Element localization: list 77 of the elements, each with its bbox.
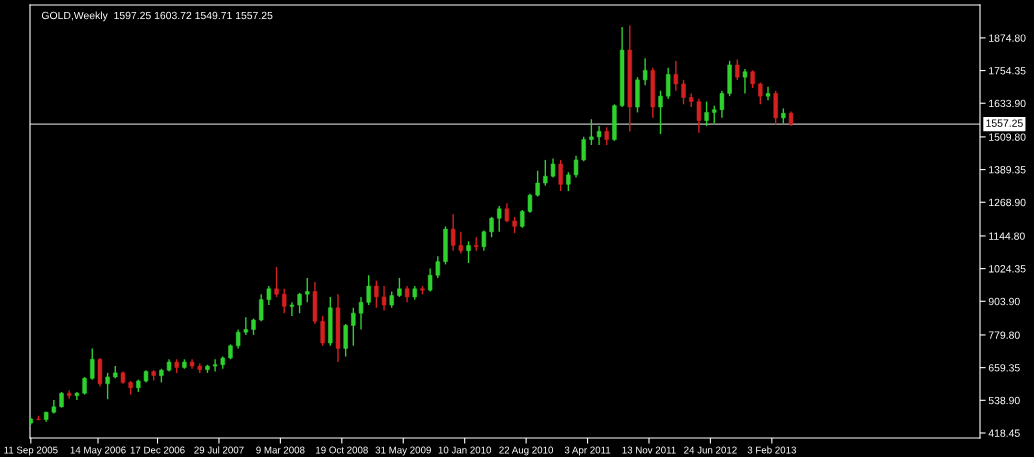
candlestick: [351, 307, 356, 347]
candlestick: [381, 285, 387, 312]
candlestick: [343, 323, 348, 358]
y-tick-label: 659.35: [988, 364, 1020, 372]
x-tick-label: 3 Apr 2011: [564, 446, 611, 456]
candlestick: [212, 358, 218, 373]
candlestick: [550, 157, 556, 179]
candlestick: [74, 391, 80, 401]
y-tick-label: 903.90: [988, 297, 1020, 306]
x-tick-label: 3 Feb 2013: [747, 446, 797, 454]
candlestick: [274, 266, 279, 298]
candlestick: [665, 66, 671, 100]
y-tick-label: 538.90: [988, 396, 1020, 405]
y-tick-label: 418.45: [988, 429, 1020, 437]
y-tick-label: 1389.35: [989, 166, 1026, 174]
ref-line-label: 1557.25: [986, 119, 1023, 127]
candlestick: [305, 277, 310, 304]
x-tick-label: 19 Oct 2008: [316, 446, 368, 454]
candlestick: [735, 58, 740, 81]
candlestick: [765, 85, 771, 101]
candlestick: [458, 231, 464, 255]
y-tick-label: 1509.80: [989, 133, 1026, 141]
candlestick: [90, 347, 95, 381]
candlestick: [289, 301, 295, 317]
x-tick-label: 17 Dec 2006: [130, 446, 185, 454]
candlestick: [297, 292, 302, 314]
candlestick: [481, 229, 487, 252]
candlestick: [535, 170, 540, 198]
candlestick: [320, 315, 325, 347]
candlestick: [466, 240, 471, 264]
y-tick-label: 1874.80: [989, 34, 1026, 42]
candlestick: [558, 159, 563, 192]
candlestick: [258, 293, 264, 323]
candlestick: [366, 274, 371, 306]
candlestick: [573, 155, 579, 179]
candlestick: [696, 98, 702, 134]
candlestick: [266, 285, 272, 306]
candlestick: [673, 60, 679, 92]
y-tick-label: 1024.35: [989, 265, 1026, 273]
y-tick-label: 779.80: [988, 331, 1020, 339]
x-tick-label: 22 Aug 2010: [499, 446, 554, 456]
candlestick: [243, 316, 249, 336]
candlestick: [450, 213, 456, 252]
x-tick-label: 31 May 2009: [375, 446, 431, 456]
x-tick-label: 9 Mar 2008: [256, 446, 305, 454]
candlestick: [282, 288, 287, 314]
candlestick: [527, 193, 533, 214]
x-tick-label: 10 Jan 2010: [438, 446, 492, 454]
candlestick: [581, 136, 586, 162]
candlestick: [497, 205, 502, 233]
candlestick: [374, 279, 379, 309]
y-tick-label: 1144.80: [989, 232, 1025, 240]
x-tick-label: 11 Sep 2005: [4, 446, 58, 456]
y-tick-label: 1268.90: [989, 198, 1026, 207]
x-tick-label: 14 May 2006: [70, 446, 126, 456]
x-tick-label: 24 Jun 2012: [684, 446, 737, 454]
candlestick: [658, 90, 663, 135]
x-tick-label: 29 Jul 2007: [194, 446, 244, 454]
candlestick: [235, 328, 241, 350]
candlestick: [566, 171, 571, 192]
y-tick-label: 1754.35: [989, 67, 1026, 75]
y-tick-label: 1633.90: [989, 99, 1026, 108]
candlestick: [642, 57, 648, 87]
candlestick: [358, 296, 364, 331]
candlestick: [435, 255, 441, 279]
candlestick: [543, 159, 548, 187]
candlestick: [397, 277, 402, 298]
candlestick: [489, 216, 494, 238]
candlestick: [105, 372, 110, 400]
candlestick: [719, 90, 725, 119]
candlestick: [596, 125, 602, 146]
candlestick: [704, 100, 709, 127]
text: GOLD,Weekly 1597.25 1603.72 1549.71 1557.25: [41, 11, 273, 22]
candlestick: [589, 118, 594, 146]
candlestick: [742, 68, 748, 95]
candlestick: [681, 79, 686, 105]
x-tick-label: 13 Nov 2011: [622, 446, 676, 454]
